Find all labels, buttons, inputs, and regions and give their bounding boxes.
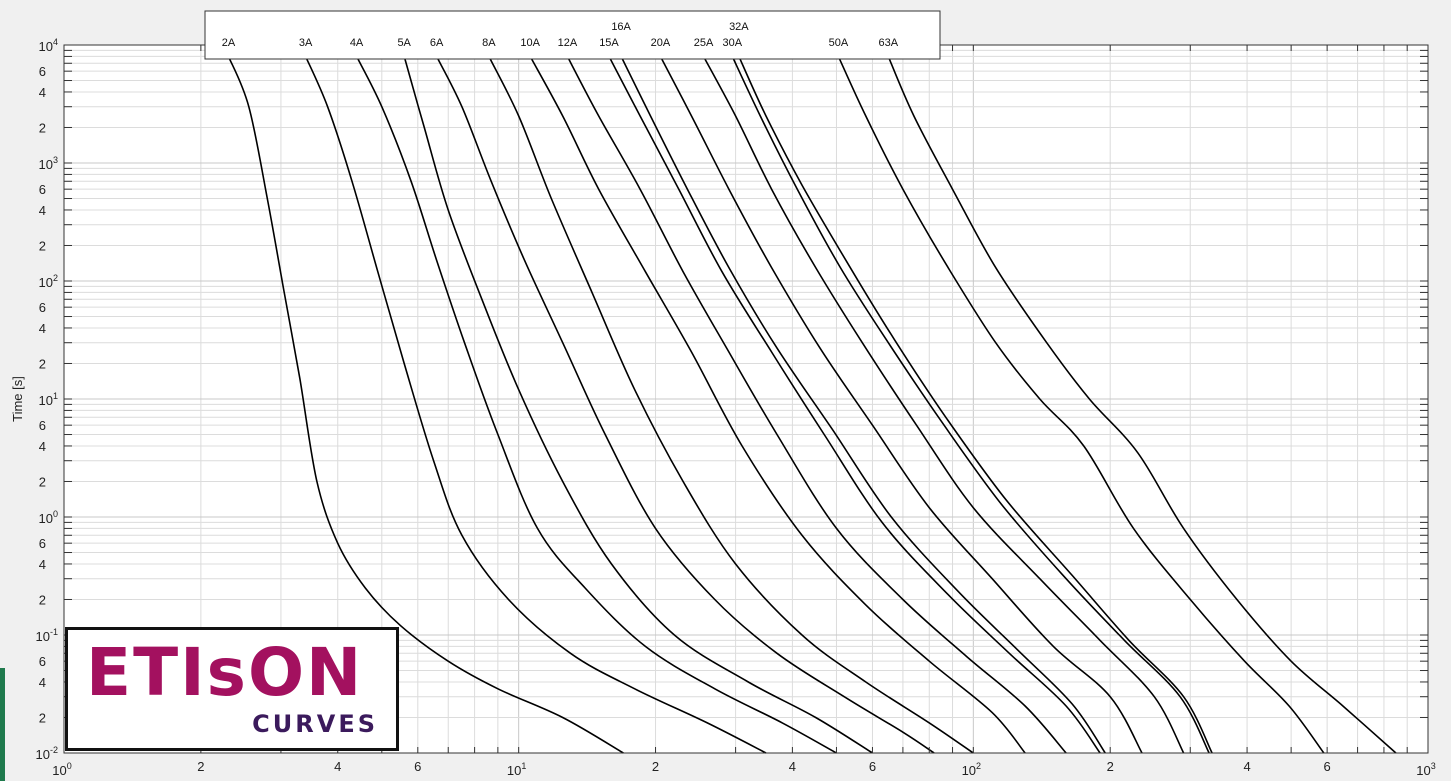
legend-label-16A: 16A <box>611 21 631 33</box>
x-tick-label: 2 <box>197 759 204 774</box>
legend-label-32A: 32A <box>729 21 749 33</box>
y-tick-label: 101 <box>39 391 58 408</box>
legend-label-4A: 4A <box>350 37 364 49</box>
axis-ticks: 100 101 102 103 2 4 6 2 4 6 2 4 6 10-2 10-1 100 101 102 10… <box>36 37 1436 778</box>
x-tick-label: 2 <box>652 759 659 774</box>
legend-label-3A: 3A <box>299 37 313 49</box>
legend-label-10A: 10A <box>520 37 540 49</box>
curve-4A <box>355 56 837 754</box>
legend-label-20A: 20A <box>651 37 671 49</box>
curves <box>227 56 1397 754</box>
curve-30A <box>731 56 1210 754</box>
curve-32A <box>738 56 1213 754</box>
legend-label-15A: 15A <box>599 37 619 49</box>
legend-label-5A: 5A <box>397 37 411 49</box>
x-tick-label: 102 <box>962 761 981 778</box>
y-tick-label: 6 <box>39 654 46 669</box>
curve-5A <box>403 56 873 754</box>
legend-label-12A: 12A <box>558 37 578 49</box>
y-tick-label: 10-2 <box>36 745 58 762</box>
y-tick-label: 4 <box>39 321 46 336</box>
curve-50A <box>837 56 1325 754</box>
legend-label-25A: 25A <box>694 37 714 49</box>
y-tick-label: 2 <box>39 238 46 253</box>
curve-20A <box>659 56 1143 754</box>
curve-25A <box>702 56 1185 754</box>
x-tick-label: 4 <box>334 759 341 774</box>
y-tick-label: 4 <box>39 439 46 454</box>
curve-16A <box>620 56 1106 754</box>
curve-12A <box>566 56 1067 754</box>
curve-3A <box>304 56 767 754</box>
logo-main-text: ETIsON <box>86 634 364 711</box>
y-axis-label: Time [s] <box>10 376 25 422</box>
x-tick-label: 4 <box>789 759 796 774</box>
y-tick-label: 4 <box>39 557 46 572</box>
logo: ETIsON CURVES <box>65 627 399 751</box>
legend-label-63A: 63A <box>878 37 898 49</box>
legend-box <box>204 10 941 60</box>
y-tick-label: 102 <box>39 273 58 290</box>
curve-63A <box>887 56 1397 754</box>
x-tick-label: 100 <box>52 761 71 778</box>
legend-label-30A: 30A <box>722 37 742 49</box>
y-tick-label: 6 <box>39 536 46 551</box>
legend-label-2A: 2A <box>222 37 236 49</box>
y-tick-label: 2 <box>39 356 46 371</box>
legend-label-6A: 6A <box>430 37 444 49</box>
x-tick-label: 2 <box>1107 759 1114 774</box>
y-tick-label: 103 <box>39 155 58 172</box>
y-tick-label: 6 <box>39 300 46 315</box>
y-tick-label: 10-1 <box>36 627 58 644</box>
logo-sub-text: CURVES <box>252 710 378 738</box>
y-tick-label: 6 <box>39 182 46 197</box>
y-tick-label: 104 <box>39 37 58 54</box>
curve-8A <box>488 56 974 754</box>
curve-10A <box>529 56 1026 754</box>
legend-label-8A: 8A <box>482 37 496 49</box>
y-tick-label: 4 <box>39 203 46 218</box>
x-tick-label: 6 <box>414 759 421 774</box>
y-tick-label: 6 <box>39 64 46 79</box>
y-tick-label: 2 <box>39 592 46 607</box>
x-tick-label: 6 <box>1324 759 1331 774</box>
x-tick-label: 4 <box>1243 759 1250 774</box>
x-tick-label: 6 <box>869 759 876 774</box>
y-tick-label: 4 <box>39 675 46 690</box>
y-tick-label: 4 <box>39 85 46 100</box>
y-tick-label: 6 <box>39 418 46 433</box>
y-tick-label: 2 <box>39 120 46 135</box>
curve-2A <box>227 56 624 754</box>
y-tick-label: 100 <box>39 509 58 526</box>
legend: 2A 3A 4A 5A 6A 8A 10A 12A 15A 16A 20A 25A 30A 32A 50A 6… <box>204 10 941 60</box>
x-tick-label: 103 <box>1416 761 1435 778</box>
y-tick-label: 2 <box>39 710 46 725</box>
x-tick-label: 101 <box>507 761 526 778</box>
legend-label-50A: 50A <box>829 37 849 49</box>
left-accent-bar <box>0 668 5 781</box>
curve-6A <box>435 56 935 754</box>
y-tick-label: 2 <box>39 474 46 489</box>
curve-15A <box>608 56 1101 754</box>
